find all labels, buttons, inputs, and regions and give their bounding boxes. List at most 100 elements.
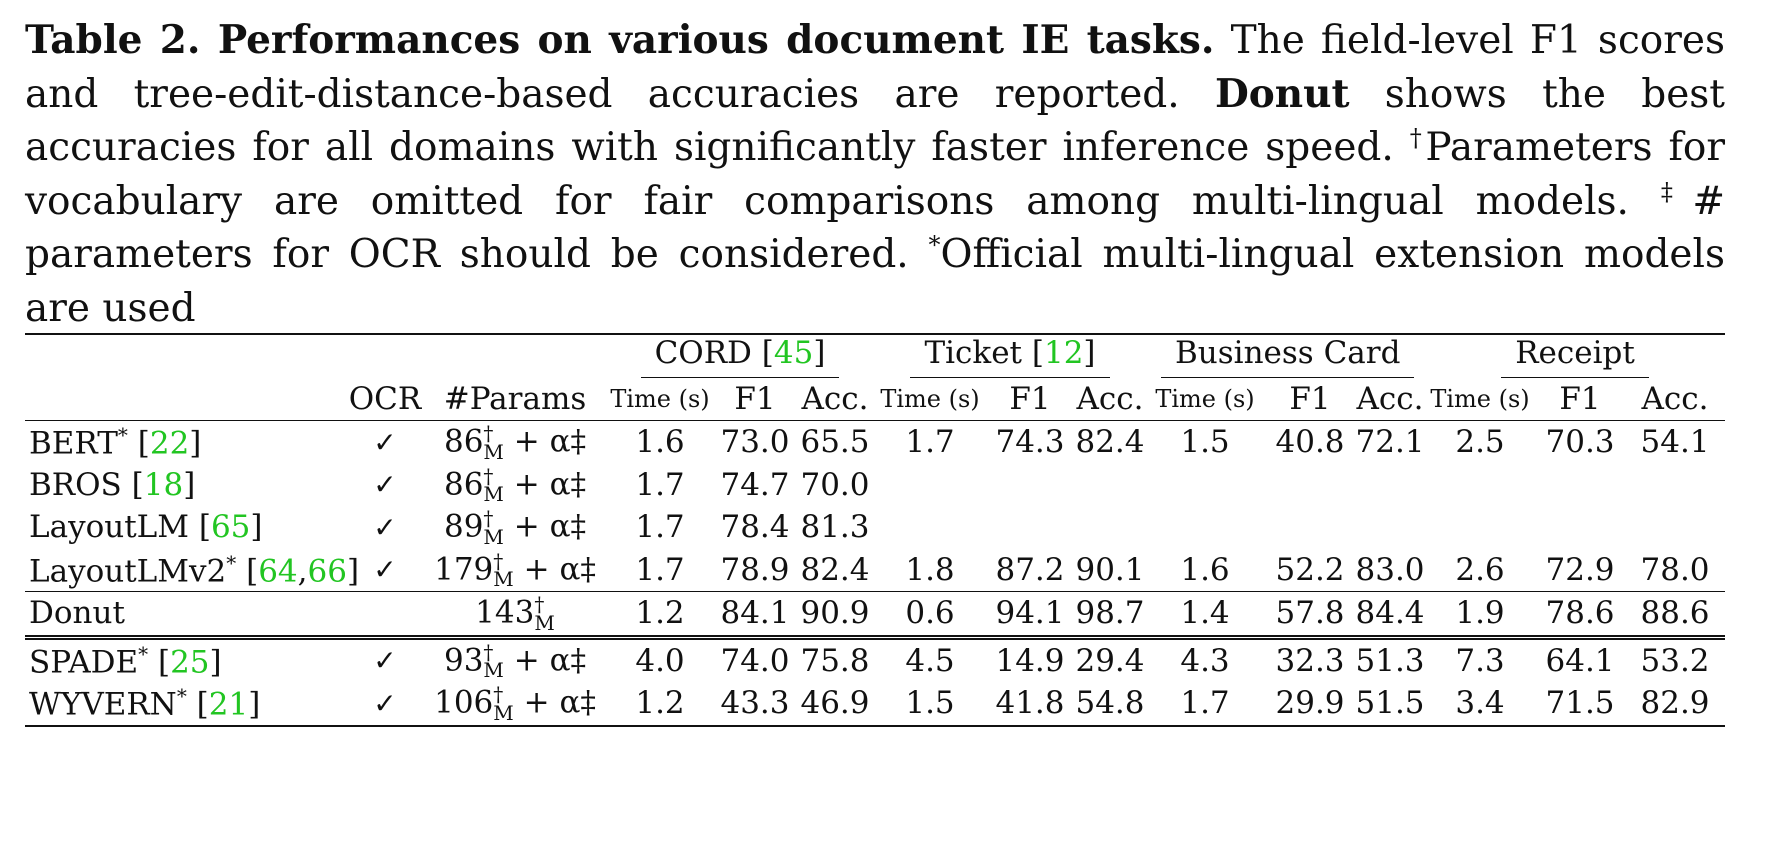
metric-cell: 40.8: [1275, 424, 1345, 461]
ocr-check: ✓: [373, 686, 397, 720]
metric-cell: [1145, 506, 1265, 549]
ocr-check: ✓: [373, 425, 397, 459]
header-f1: F1: [715, 378, 795, 421]
metric-cell: [1535, 506, 1625, 549]
metric-cell: 1.9: [1425, 591, 1536, 640]
metric-cell: 72.9: [1545, 551, 1615, 588]
metric-cell: [1355, 506, 1425, 549]
metric-cell: 2.6: [1455, 551, 1505, 588]
metric-cell: 1.7: [1180, 685, 1230, 722]
metric-cell: 82.9: [1640, 685, 1710, 722]
caption-text-5: Official multi-lingual extension models …: [25, 232, 1725, 331]
header-f1: F1: [1265, 378, 1356, 421]
metric-cell: 71.5: [1545, 685, 1615, 722]
caption-star: *: [928, 231, 941, 259]
metric-cell: [875, 464, 985, 507]
metric-cell: 4.0: [635, 642, 685, 679]
header-acc: Acc.: [1625, 378, 1726, 421]
caption-label: Table 2. Performances on various documen…: [25, 17, 1215, 63]
model-name: LayoutLM [65]: [29, 509, 263, 546]
metric-cell: 90.1: [1075, 551, 1145, 588]
params-value: 89†M + α‡: [443, 506, 587, 549]
model-name: SPADE* [25]: [29, 641, 222, 680]
ocr-check: ✓: [373, 553, 397, 587]
params-value: 93†M + α‡: [443, 639, 587, 683]
header-ocr: OCR: [345, 378, 425, 421]
table-row: WYVERN* [21] ✓ 106†M + α‡ 1.2 43.3 46.9 1.5 41.…: [25, 682, 1725, 726]
params-value: 179†M + α‡: [434, 548, 596, 592]
metric-cell: 7.3: [1455, 642, 1505, 679]
metric-cell: 1.6: [1180, 551, 1230, 588]
caption-text-2: shows the best accuracies for all domain…: [25, 71, 1725, 171]
metric-cell: [985, 464, 1075, 507]
metric-cell: 1.7: [635, 466, 685, 503]
table-body: BERT* [22] ✓ 86†M + α‡ 1.6 73.0 65.5 1.7 74.3 82…: [25, 421, 1726, 726]
params-value: 86†M + α‡: [443, 421, 587, 464]
metric-cell: 83.0: [1355, 551, 1425, 588]
header-f1: F1: [985, 378, 1075, 421]
group-header-ticket: Ticket [12]: [875, 334, 1145, 378]
model-name: LayoutLMv2* [64,66]: [29, 550, 360, 589]
metric-cell: 65.5: [800, 424, 870, 461]
metric-cell: 94.1: [985, 591, 1075, 640]
metric-cell: 84.4: [1355, 591, 1426, 640]
metric-cell: 70.3: [1545, 424, 1615, 461]
caption-donut: Donut: [1214, 70, 1350, 117]
metric-cell: 64.1: [1545, 642, 1615, 679]
metric-cell: [1355, 464, 1425, 507]
metric-cell: 41.8: [995, 685, 1065, 722]
metric-cell: 74.7: [720, 466, 790, 503]
metric-cell: [875, 506, 985, 549]
header-time: Time (s): [605, 378, 715, 421]
header-acc: Acc.: [1355, 378, 1426, 421]
model-name: Donut: [25, 591, 345, 640]
caption-text-1: The field-level F1 scores and tree-edit-…: [25, 18, 1726, 117]
metric-cell: 90.9: [795, 591, 875, 640]
metric-cell: [1425, 506, 1535, 549]
table-caption: Table 2. Performances on various documen…: [25, 14, 1725, 335]
header-f1: F1: [1535, 378, 1626, 421]
metric-cell: 54.1: [1640, 424, 1710, 461]
metric-cell: 78.0: [1640, 551, 1710, 588]
caption-text-4: # parameters for OCR should be considere…: [25, 178, 1725, 278]
metric-cell: 1.8: [905, 551, 955, 588]
metric-cell: 0.6: [875, 591, 985, 640]
group-header-row: CORD [45] Ticket [12] Business Card Rece…: [25, 334, 1725, 378]
metric-cell: 57.8: [1265, 591, 1356, 640]
metric-cell: 1.5: [1180, 424, 1230, 461]
header-params: #Params: [425, 378, 605, 421]
results-table: CORD [45] Ticket [12] Business Card Rece…: [25, 333, 1726, 727]
table-row: Donut 143†M 1.2 84.1 90.9 0.6 94.1 98.7 1.4 57.8 8…: [25, 591, 1726, 640]
metric-cell: [985, 506, 1075, 549]
table-row: BERT* [22] ✓ 86†M + α‡ 1.6 73.0 65.5 1.7 74.3 82…: [25, 421, 1725, 464]
table-row: LayoutLMv2* [64,66] ✓ 179†M + α‡ 1.7 78.9 82.…: [25, 549, 1725, 592]
metric-cell: 4.3: [1180, 642, 1230, 679]
ocr-check: [345, 591, 425, 640]
metric-cell: 51.3: [1355, 642, 1425, 679]
caption-dagger: †: [1409, 124, 1426, 152]
metric-cell: 1.4: [1145, 591, 1266, 640]
metric-cell: 88.6: [1625, 591, 1726, 640]
metric-cell: 46.9: [800, 685, 870, 722]
metric-cell: 1.6: [635, 424, 685, 461]
metric-cell: 75.8: [800, 642, 870, 679]
ocr-check: ✓: [373, 644, 397, 678]
table-row: BROS [18] ✓ 86†M + α‡ 1.7 74.7 70.0: [25, 464, 1725, 507]
metric-cell: 87.2: [995, 551, 1065, 588]
metric-cell: 82.4: [800, 551, 870, 588]
metric-cell: 81.3: [800, 509, 870, 546]
header-time: Time (s): [875, 378, 985, 421]
metric-cell: 84.1: [715, 591, 795, 640]
ocr-check: ✓: [373, 468, 397, 502]
model-name: WYVERN* [21]: [29, 684, 261, 723]
ocr-check: ✓: [373, 510, 397, 544]
column-header-row: OCR #Params Time (s) F1 Acc. Time (s) F1…: [25, 378, 1726, 421]
metric-cell: 1.7: [905, 424, 955, 461]
metric-cell: 4.5: [905, 642, 955, 679]
metric-cell: 32.3: [1275, 642, 1345, 679]
metric-cell: 1.7: [635, 509, 685, 546]
metric-cell: 52.2: [1275, 551, 1345, 588]
metric-cell: [1075, 464, 1145, 507]
model-name: BROS [18]: [29, 466, 196, 503]
metric-cell: [1535, 464, 1625, 507]
